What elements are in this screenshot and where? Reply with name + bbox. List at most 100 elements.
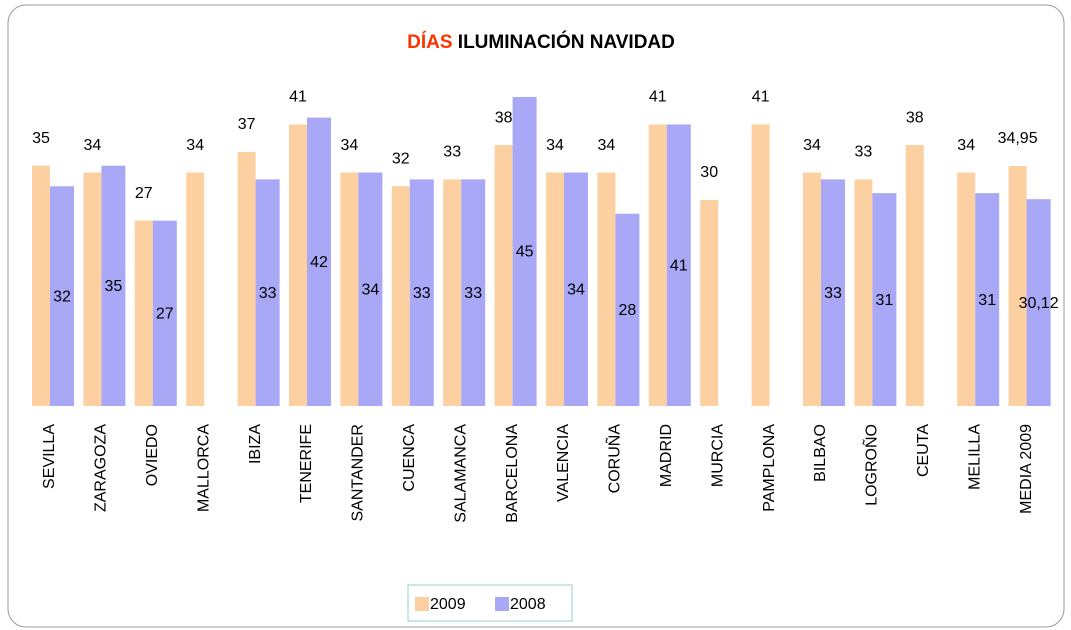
title-highlight: DÍAS [407, 31, 452, 53]
bar [512, 97, 537, 406]
value-label: 37 [238, 116, 256, 133]
value-label: 27 [156, 306, 174, 323]
value-label: 33 [855, 144, 873, 161]
bar [391, 186, 410, 406]
value-label: 41 [752, 89, 770, 106]
legend-label: 2008 [510, 596, 546, 613]
x-tick-label: MADRID [658, 424, 675, 487]
value-label: 27 [135, 185, 153, 202]
value-label: 34 [567, 281, 585, 298]
x-tick-label: PAMPLONA [761, 424, 778, 512]
bar [134, 220, 153, 406]
value-label: 30 [700, 164, 718, 181]
bar [255, 179, 280, 406]
x-tick-label: SANTANDER [350, 424, 367, 522]
legend-swatch [495, 597, 509, 611]
bar [597, 172, 616, 406]
bar [546, 172, 564, 406]
x-tick-label: CORUÑA [604, 424, 624, 494]
x-tick-label: ZARAGOZA [93, 424, 110, 512]
value-label: 38 [906, 109, 924, 126]
bar [83, 172, 102, 406]
bar [340, 172, 359, 406]
x-tick-label: LOGROÑO [861, 424, 881, 506]
x-tick-label: CUENCA [401, 424, 418, 492]
value-label: 42 [310, 254, 328, 271]
bar [358, 172, 383, 406]
bar [803, 172, 821, 406]
value-label: 35 [105, 278, 123, 295]
bar [648, 124, 667, 406]
legend-box [407, 584, 573, 622]
value-label: 31 [978, 292, 996, 309]
bar [307, 117, 331, 406]
x-tick-label: MURCIA [709, 424, 726, 487]
x-tick-label: CEUTA [915, 424, 932, 477]
chart-title: DÍAS ILUMINACIÓN NAVIDAD [407, 31, 675, 53]
x-tick-label: BILBAO [812, 424, 829, 482]
value-label: 32 [53, 288, 71, 305]
value-label: 33 [464, 285, 482, 302]
x-tick-label: BARCELONA [504, 424, 521, 523]
title-rest: ILUMINACIÓN NAVIDAD [458, 31, 675, 53]
value-label: 30,12 [1019, 295, 1059, 312]
bar [854, 179, 873, 406]
x-tick-label: SEVILLA [41, 424, 58, 489]
value-label: 34 [803, 137, 821, 154]
value-label: 34,95 [998, 130, 1038, 147]
value-label: 34 [546, 137, 564, 154]
value-label: 31 [876, 292, 894, 309]
value-label: 34 [84, 137, 102, 154]
bar [957, 172, 976, 406]
bar [461, 179, 486, 406]
bar [821, 179, 845, 406]
bar [905, 145, 924, 407]
bar [289, 124, 307, 406]
bar [32, 165, 50, 406]
value-label: 33 [824, 285, 842, 302]
value-label: 33 [413, 285, 431, 302]
value-label: 41 [670, 257, 688, 274]
x-tick-label: IBIZA [247, 424, 264, 464]
value-label: 34 [362, 281, 380, 298]
x-tick-label: MEDIA 2009 [1018, 424, 1035, 514]
value-label: 35 [32, 130, 50, 147]
value-label: 38 [495, 109, 513, 126]
x-tick-label: TENERIFE [298, 424, 315, 503]
bar [872, 193, 897, 406]
bar [615, 213, 640, 406]
value-label: 28 [619, 302, 637, 319]
x-tick-label: SALAMANCA [452, 424, 469, 523]
value-label: 34 [957, 137, 975, 154]
bar [152, 220, 177, 406]
bar [237, 151, 256, 406]
value-label: 34 [598, 137, 616, 154]
value-label: 33 [443, 144, 461, 161]
value-label: 32 [392, 150, 410, 167]
bar [186, 172, 205, 406]
bar [50, 186, 74, 406]
value-label: 41 [649, 89, 667, 106]
bar [700, 200, 719, 406]
bar [101, 165, 126, 406]
bar [975, 193, 1000, 406]
bar [564, 172, 588, 406]
value-label: 33 [259, 285, 277, 302]
value-label: 41 [289, 89, 307, 106]
x-tick-label: VALENCIA [555, 424, 572, 502]
bar [409, 179, 434, 406]
legend-swatch [415, 597, 429, 611]
value-label: 34 [341, 137, 359, 154]
value-label: 45 [516, 244, 534, 261]
bar [1026, 199, 1051, 406]
bar [1008, 166, 1027, 406]
bar [494, 145, 513, 407]
value-label: 34 [186, 137, 204, 154]
bar [751, 124, 770, 406]
bar [443, 179, 462, 406]
bar [666, 124, 691, 406]
x-tick-label: OVIEDO [144, 424, 161, 486]
x-tick-label: MALLORCA [195, 424, 212, 512]
legend-label: 2009 [430, 596, 466, 613]
